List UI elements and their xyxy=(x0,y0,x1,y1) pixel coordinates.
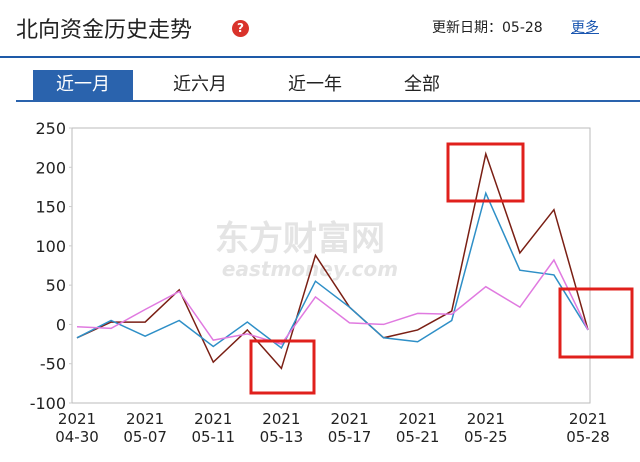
x-tick-label: 05-11 xyxy=(191,428,235,446)
tab[interactable]: 近一年 xyxy=(288,74,342,95)
y-tick-label: 100 xyxy=(35,237,66,256)
x-tick-label: 2021 xyxy=(399,410,437,428)
x-tick-label: 2021 xyxy=(194,410,232,428)
highlight-box xyxy=(249,339,316,395)
x-tick-label: 05-17 xyxy=(328,428,372,446)
x-tick-label: 2021 xyxy=(330,410,368,428)
x-tick-label: 2021 xyxy=(58,410,96,428)
highlight-box xyxy=(446,142,525,203)
divider xyxy=(16,100,640,102)
watermark: eastmoney.com xyxy=(222,257,398,281)
update-date: 更新日期：05-28 xyxy=(432,20,543,36)
series-line xyxy=(76,258,589,345)
help-icon[interactable]: ? xyxy=(232,20,249,37)
x-tick-label: 2021 xyxy=(262,410,300,428)
y-tick-label: -50 xyxy=(40,355,66,374)
series-line xyxy=(76,190,589,350)
more-link[interactable]: 更多 xyxy=(571,20,599,36)
x-tick-label: 04-30 xyxy=(55,428,99,446)
divider xyxy=(0,56,640,58)
highlight-box xyxy=(558,287,634,359)
watermark: 东方财富网 xyxy=(215,219,385,259)
tab[interactable]: 近一月 xyxy=(33,70,133,100)
y-tick-label: -100 xyxy=(30,394,66,413)
y-tick-label: 200 xyxy=(35,158,66,177)
x-tick-label: 05-21 xyxy=(396,428,440,446)
y-tick-label: 0 xyxy=(56,315,66,334)
y-tick-label: 150 xyxy=(35,198,66,217)
x-tick-label: 05-28 xyxy=(566,428,610,446)
x-tick-label: 05-25 xyxy=(464,428,508,446)
x-tick-label: 2021 xyxy=(126,410,164,428)
tab[interactable]: 近六月 xyxy=(173,74,227,95)
x-tick-label: 2021 xyxy=(569,410,607,428)
x-tick-label: 05-13 xyxy=(260,428,304,446)
series-line xyxy=(76,151,589,370)
x-tick-label: 05-07 xyxy=(123,428,167,446)
plot-frame xyxy=(71,127,591,404)
tab[interactable]: 全部 xyxy=(404,74,440,95)
x-tick-label: 2021 xyxy=(467,410,505,428)
y-tick-label: 250 xyxy=(35,119,66,138)
title: 北向资金历史走势 xyxy=(16,18,193,43)
y-tick-label: 50 xyxy=(46,276,66,295)
